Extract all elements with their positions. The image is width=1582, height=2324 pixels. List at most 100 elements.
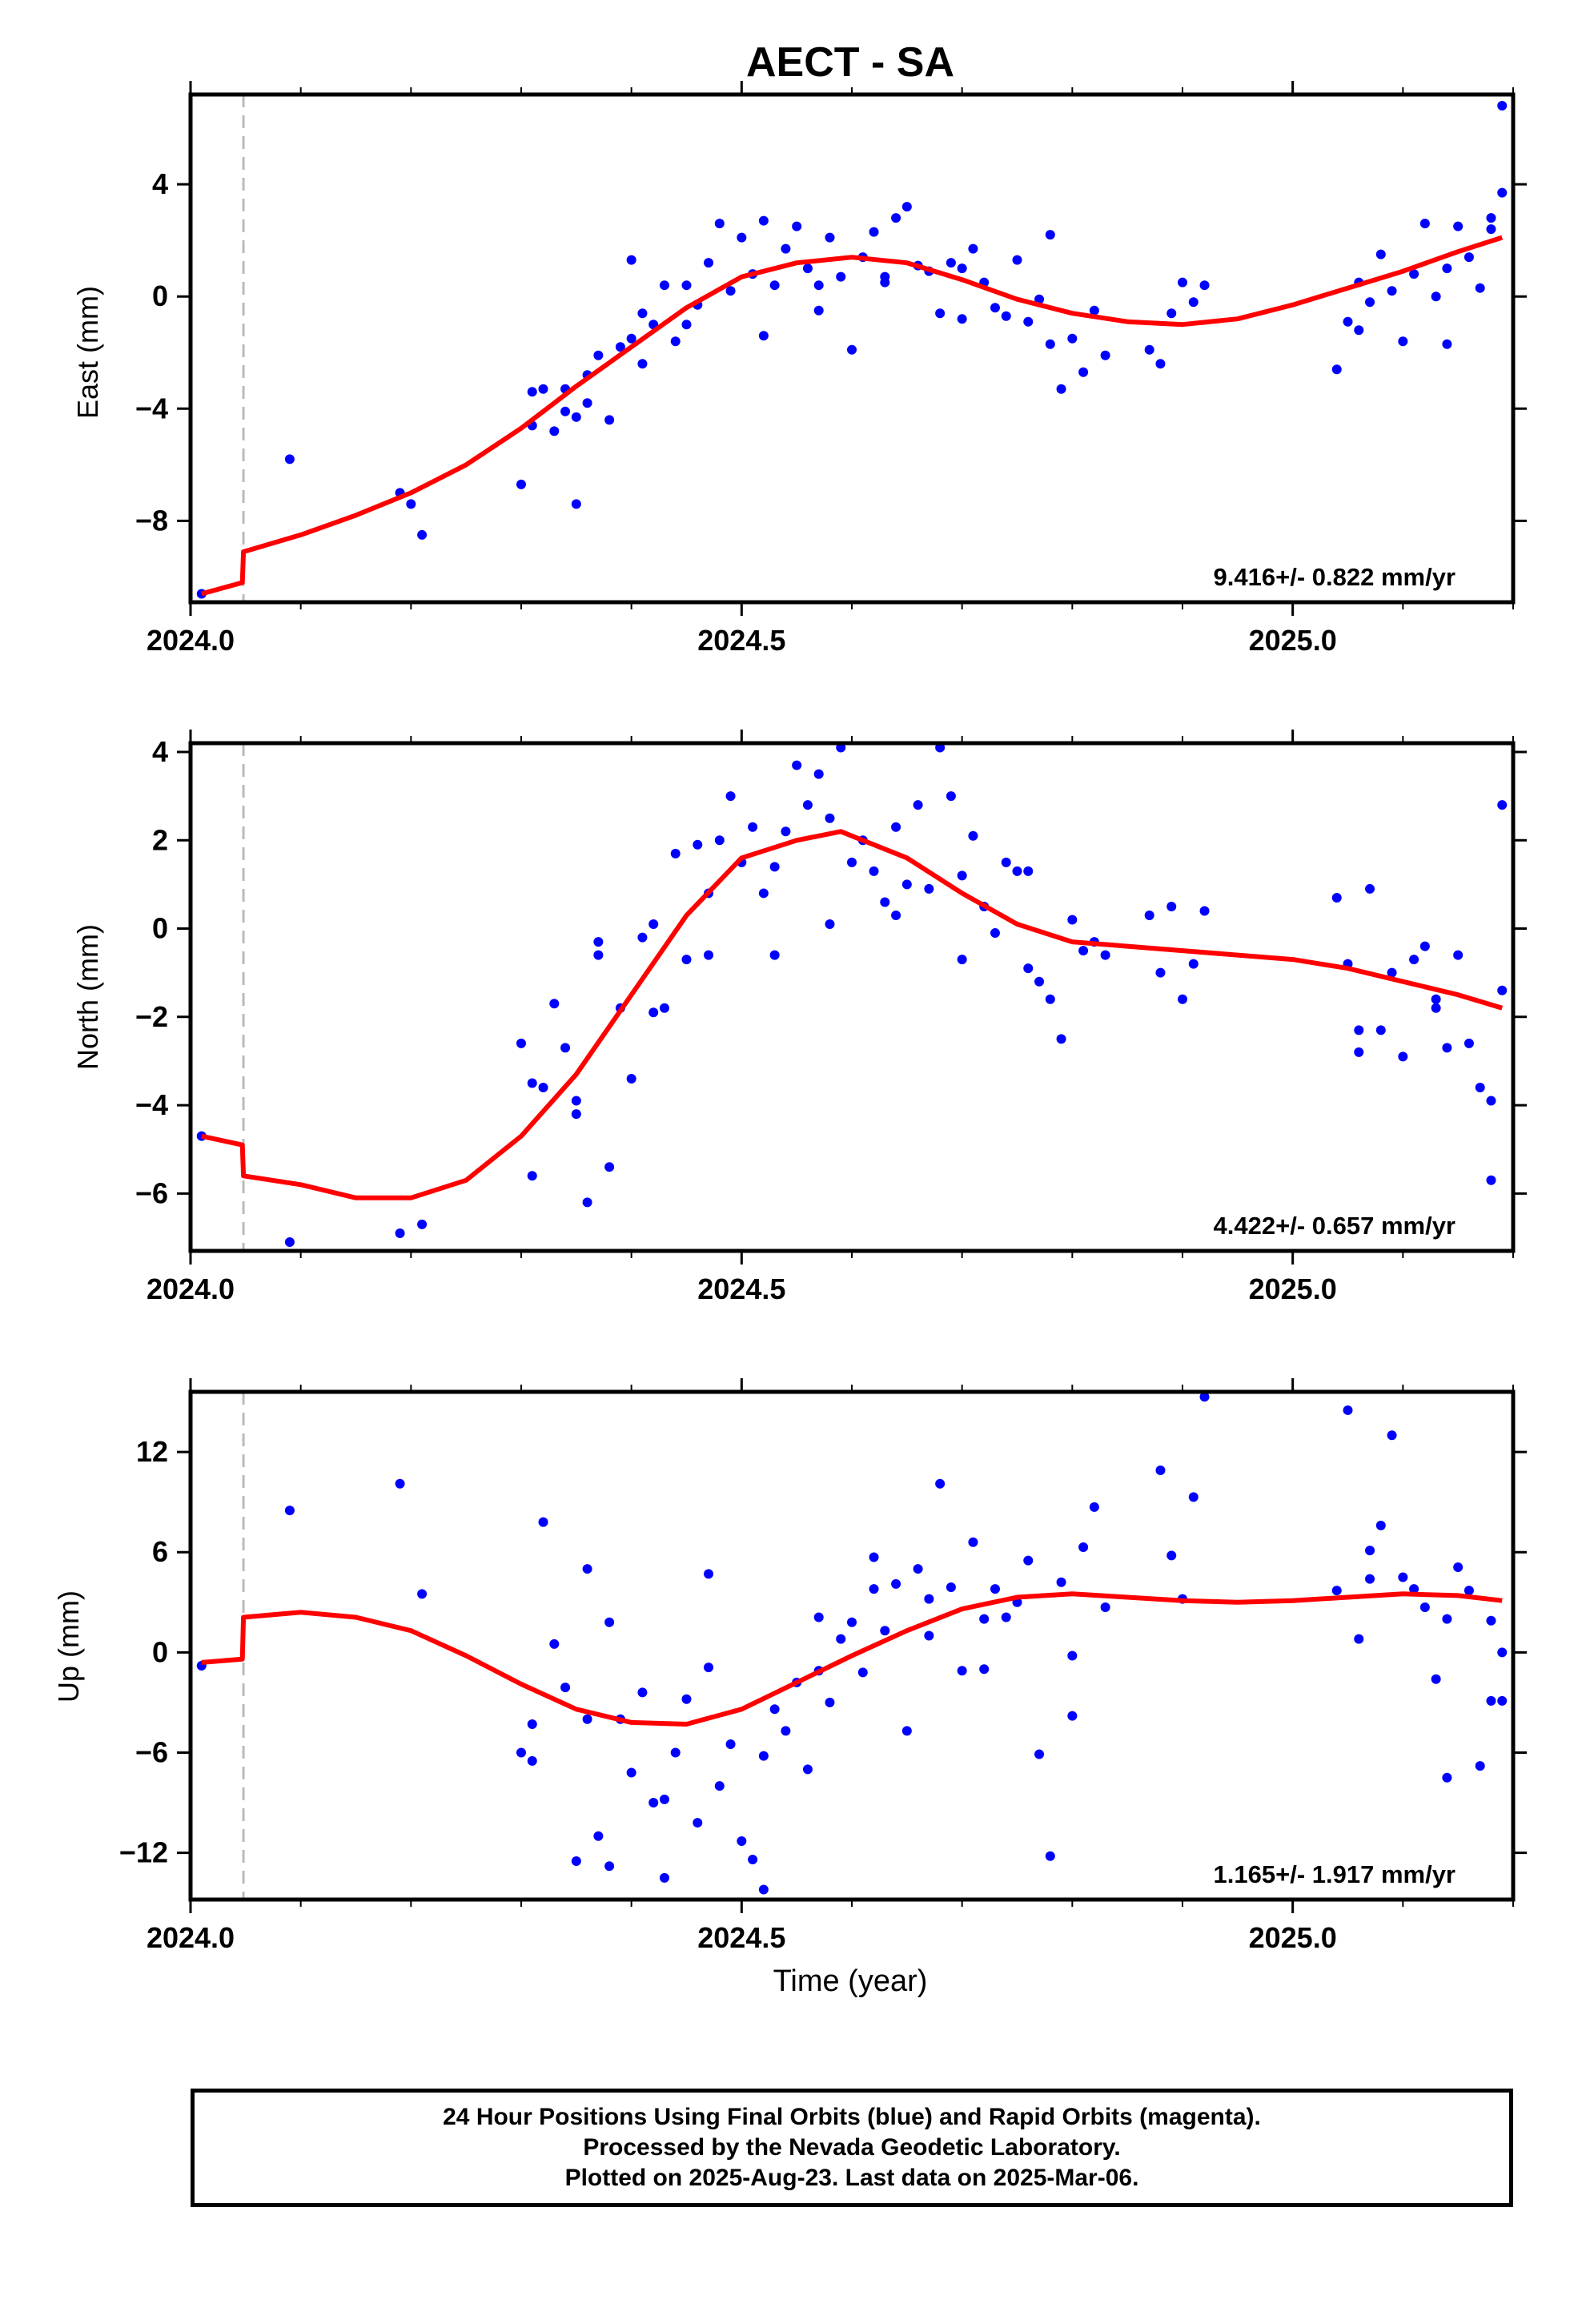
north-data-point xyxy=(968,830,978,841)
east-data-point xyxy=(1100,350,1110,360)
up-data-point xyxy=(1365,1574,1375,1584)
up-data-point xyxy=(549,1638,560,1649)
north-data-point xyxy=(538,1083,548,1093)
up-data-point xyxy=(604,1861,615,1872)
north-data-point xyxy=(957,870,967,881)
east-data-point xyxy=(1475,283,1485,293)
up-data-point xyxy=(1100,1602,1110,1613)
north-data-point xyxy=(1453,950,1464,960)
east-data-point xyxy=(1453,221,1464,231)
east-data-point xyxy=(1089,305,1099,316)
north-y-tick-label: −6 xyxy=(135,1176,168,1209)
north-data-point xyxy=(604,1162,615,1172)
north-ylabel: North (mm) xyxy=(71,924,104,1070)
up-data-point xyxy=(1409,1584,1419,1594)
north-data-point xyxy=(1045,994,1055,1004)
east-data-point xyxy=(1155,359,1166,369)
north-data-point xyxy=(516,1038,526,1048)
up-data-point xyxy=(1199,1392,1210,1402)
up-data-point xyxy=(582,1714,592,1724)
up-data-point xyxy=(836,1634,846,1644)
east-data-point xyxy=(935,308,946,319)
north-x-tick-label: 2024.0 xyxy=(147,1273,235,1305)
east-plot-area xyxy=(196,94,1508,602)
up-data-point xyxy=(1166,1550,1177,1561)
east-data-point xyxy=(1375,249,1386,259)
north-y-tick-label: 0 xyxy=(152,912,168,945)
north-data-point xyxy=(1354,1047,1364,1057)
north-data-point xyxy=(593,937,604,947)
up-data-point xyxy=(990,1584,1000,1594)
up-data-point xyxy=(968,1537,978,1547)
up-panel: Up (mm) 1.165+/- 1.917 mm/yr 2024.0 2024.… xyxy=(52,1378,1527,1954)
up-data-point xyxy=(1089,1502,1099,1512)
up-data-point xyxy=(395,1478,405,1489)
up-data-point xyxy=(1431,1674,1441,1684)
up-y-tick-label: −12 xyxy=(119,1836,168,1869)
north-data-point xyxy=(593,950,604,960)
east-data-point xyxy=(604,415,615,425)
east-data-point xyxy=(1409,269,1419,279)
up-data-point xyxy=(626,1767,636,1778)
north-data-point xyxy=(880,897,890,907)
north-x-tick-label: 2024.5 xyxy=(697,1273,785,1305)
up-data-point xyxy=(758,1751,769,1761)
east-data-point xyxy=(670,336,681,347)
east-x-tick-label: 2024.0 xyxy=(147,624,235,657)
up-data-point xyxy=(604,1617,615,1627)
east-rate-label: 9.416+/- 0.822 mm/yr xyxy=(1214,563,1456,591)
east-data-point xyxy=(758,215,769,226)
north-data-point xyxy=(1155,967,1166,978)
east-data-point xyxy=(737,232,747,243)
up-data-point xyxy=(825,1697,835,1707)
north-data-point xyxy=(901,879,912,890)
up-data-point xyxy=(516,1747,526,1758)
up-data-point xyxy=(527,1719,537,1730)
north-data-point xyxy=(758,888,769,899)
up-fit-line xyxy=(201,1591,1503,1727)
north-data-point xyxy=(1067,915,1078,925)
up-data-point xyxy=(659,1872,669,1883)
x-axis-label: Time (year) xyxy=(773,1964,928,1998)
up-data-point xyxy=(681,1694,692,1704)
up-data-point xyxy=(1497,1647,1508,1658)
east-data-point xyxy=(626,333,636,344)
up-data-point xyxy=(582,1564,592,1574)
north-data-point xyxy=(1331,892,1342,903)
east-data-point xyxy=(714,219,725,229)
north-data-point xyxy=(648,919,659,930)
caption-box: 24 Hour Positions Using Final Orbits (bl… xyxy=(191,2089,1513,2207)
up-y-tick-label: −6 xyxy=(135,1735,168,1768)
north-data-point xyxy=(637,932,648,943)
north-frame xyxy=(188,741,1516,1253)
up-x-tick-label: 2024.0 xyxy=(147,1921,235,1954)
north-data-point xyxy=(1486,1096,1496,1106)
north-data-point xyxy=(549,999,560,1009)
up-data-point xyxy=(1453,1562,1464,1572)
up-data-point xyxy=(1398,1572,1408,1582)
north-data-point xyxy=(946,791,956,802)
east-y-tick-label: −4 xyxy=(135,392,168,424)
up-data-point xyxy=(1375,1520,1386,1530)
up-data-point xyxy=(748,1854,758,1864)
east-data-point xyxy=(406,499,416,509)
up-data-point xyxy=(813,1612,824,1622)
north-data-point xyxy=(1056,1034,1066,1044)
north-data-point xyxy=(1475,1083,1485,1093)
east-data-point xyxy=(946,258,956,268)
up-data-point xyxy=(924,1630,934,1641)
east-data-point xyxy=(1166,308,1177,319)
east-y-tick-label: −8 xyxy=(135,504,168,537)
up-data-point xyxy=(704,1569,714,1579)
north-data-point xyxy=(924,883,934,894)
up-data-point xyxy=(1419,1602,1430,1613)
east-panel: East (mm) 9.416+/- 0.822 mm/yr 2024.0 202… xyxy=(71,81,1527,657)
north-data-point xyxy=(1431,994,1441,1004)
east-data-point xyxy=(792,221,802,231)
up-data-point xyxy=(869,1584,879,1594)
east-data-point xyxy=(758,331,769,341)
east-data-point xyxy=(880,277,890,287)
east-data-point xyxy=(1486,213,1496,223)
east-data-point xyxy=(549,426,560,436)
east-data-point xyxy=(1045,230,1055,240)
